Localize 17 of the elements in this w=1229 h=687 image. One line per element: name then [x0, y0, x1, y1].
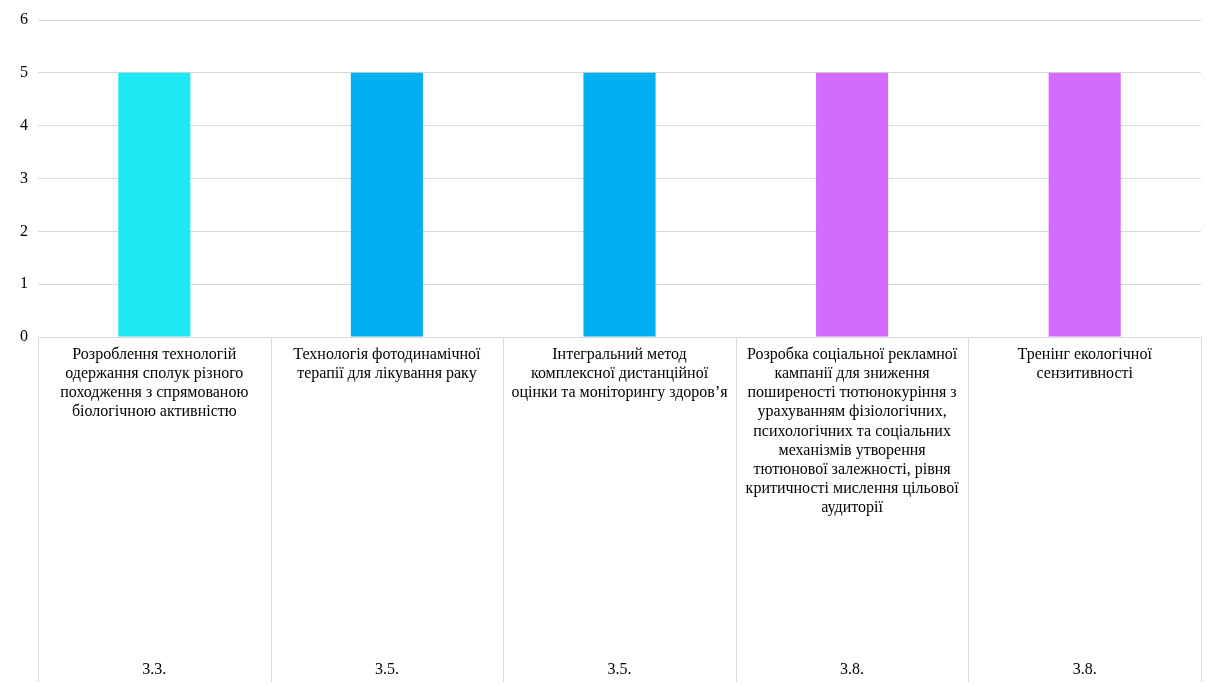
x-tick-label: Розроблення технологій одержання сполук різного походження з спрямованою біологічною активністю — [60, 344, 249, 420]
text: 3.8. — [1072, 660, 1097, 677]
text: 3.5. — [374, 660, 399, 677]
y-tick-label: 3 — [20, 168, 28, 186]
y-tick-label: 5 — [20, 63, 28, 81]
y-tick-label: 1 — [20, 274, 28, 292]
text: 3.8. — [840, 660, 865, 677]
y-tick-label: 0 — [20, 327, 28, 345]
x-tick-label: Тренінг екологічної сензитивності — [1017, 344, 1153, 381]
x-tick-label: Технологія фотодинамічної терапії для лікування раку — [293, 344, 482, 382]
y-tick-label: 4 — [20, 115, 28, 133]
text: 3.3. — [142, 660, 167, 677]
y-tick-label: 2 — [20, 221, 28, 239]
text: 3.5. — [607, 660, 632, 677]
x-tick-label: Інтегральний метод комплексної дистанційної оцінки та моніторингу здоров’я — [511, 344, 729, 402]
y-tick-label: 6 — [20, 10, 28, 28]
category-label: Розробка соціальної рекламної кампанії для зниження поширеності тютюнокуріння з урахуванням фізіологічних, психологічних та соціальних механізмів утворення тютюнової залежності, рівня критичності мислення цільової аудиторії — [745, 344, 959, 516]
